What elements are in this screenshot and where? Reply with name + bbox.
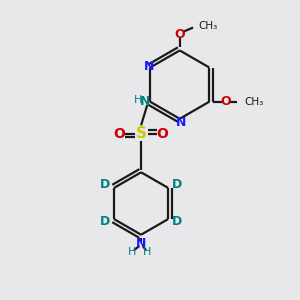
Text: N: N (140, 95, 150, 108)
Text: N: N (136, 237, 146, 250)
Text: O: O (174, 28, 185, 40)
Text: H: H (134, 95, 142, 105)
Text: O: O (157, 127, 168, 141)
Text: O: O (220, 95, 231, 108)
Text: S: S (136, 126, 147, 141)
Text: D: D (172, 215, 182, 228)
Text: D: D (100, 215, 110, 228)
Text: CH₃: CH₃ (244, 97, 263, 107)
Text: O: O (114, 127, 126, 141)
Text: D: D (100, 178, 110, 191)
Text: CH₃: CH₃ (198, 21, 218, 31)
Text: H: H (128, 247, 136, 257)
Text: D: D (172, 178, 182, 191)
Text: N: N (176, 116, 186, 130)
Text: H: H (143, 247, 151, 257)
Text: N: N (144, 60, 155, 73)
